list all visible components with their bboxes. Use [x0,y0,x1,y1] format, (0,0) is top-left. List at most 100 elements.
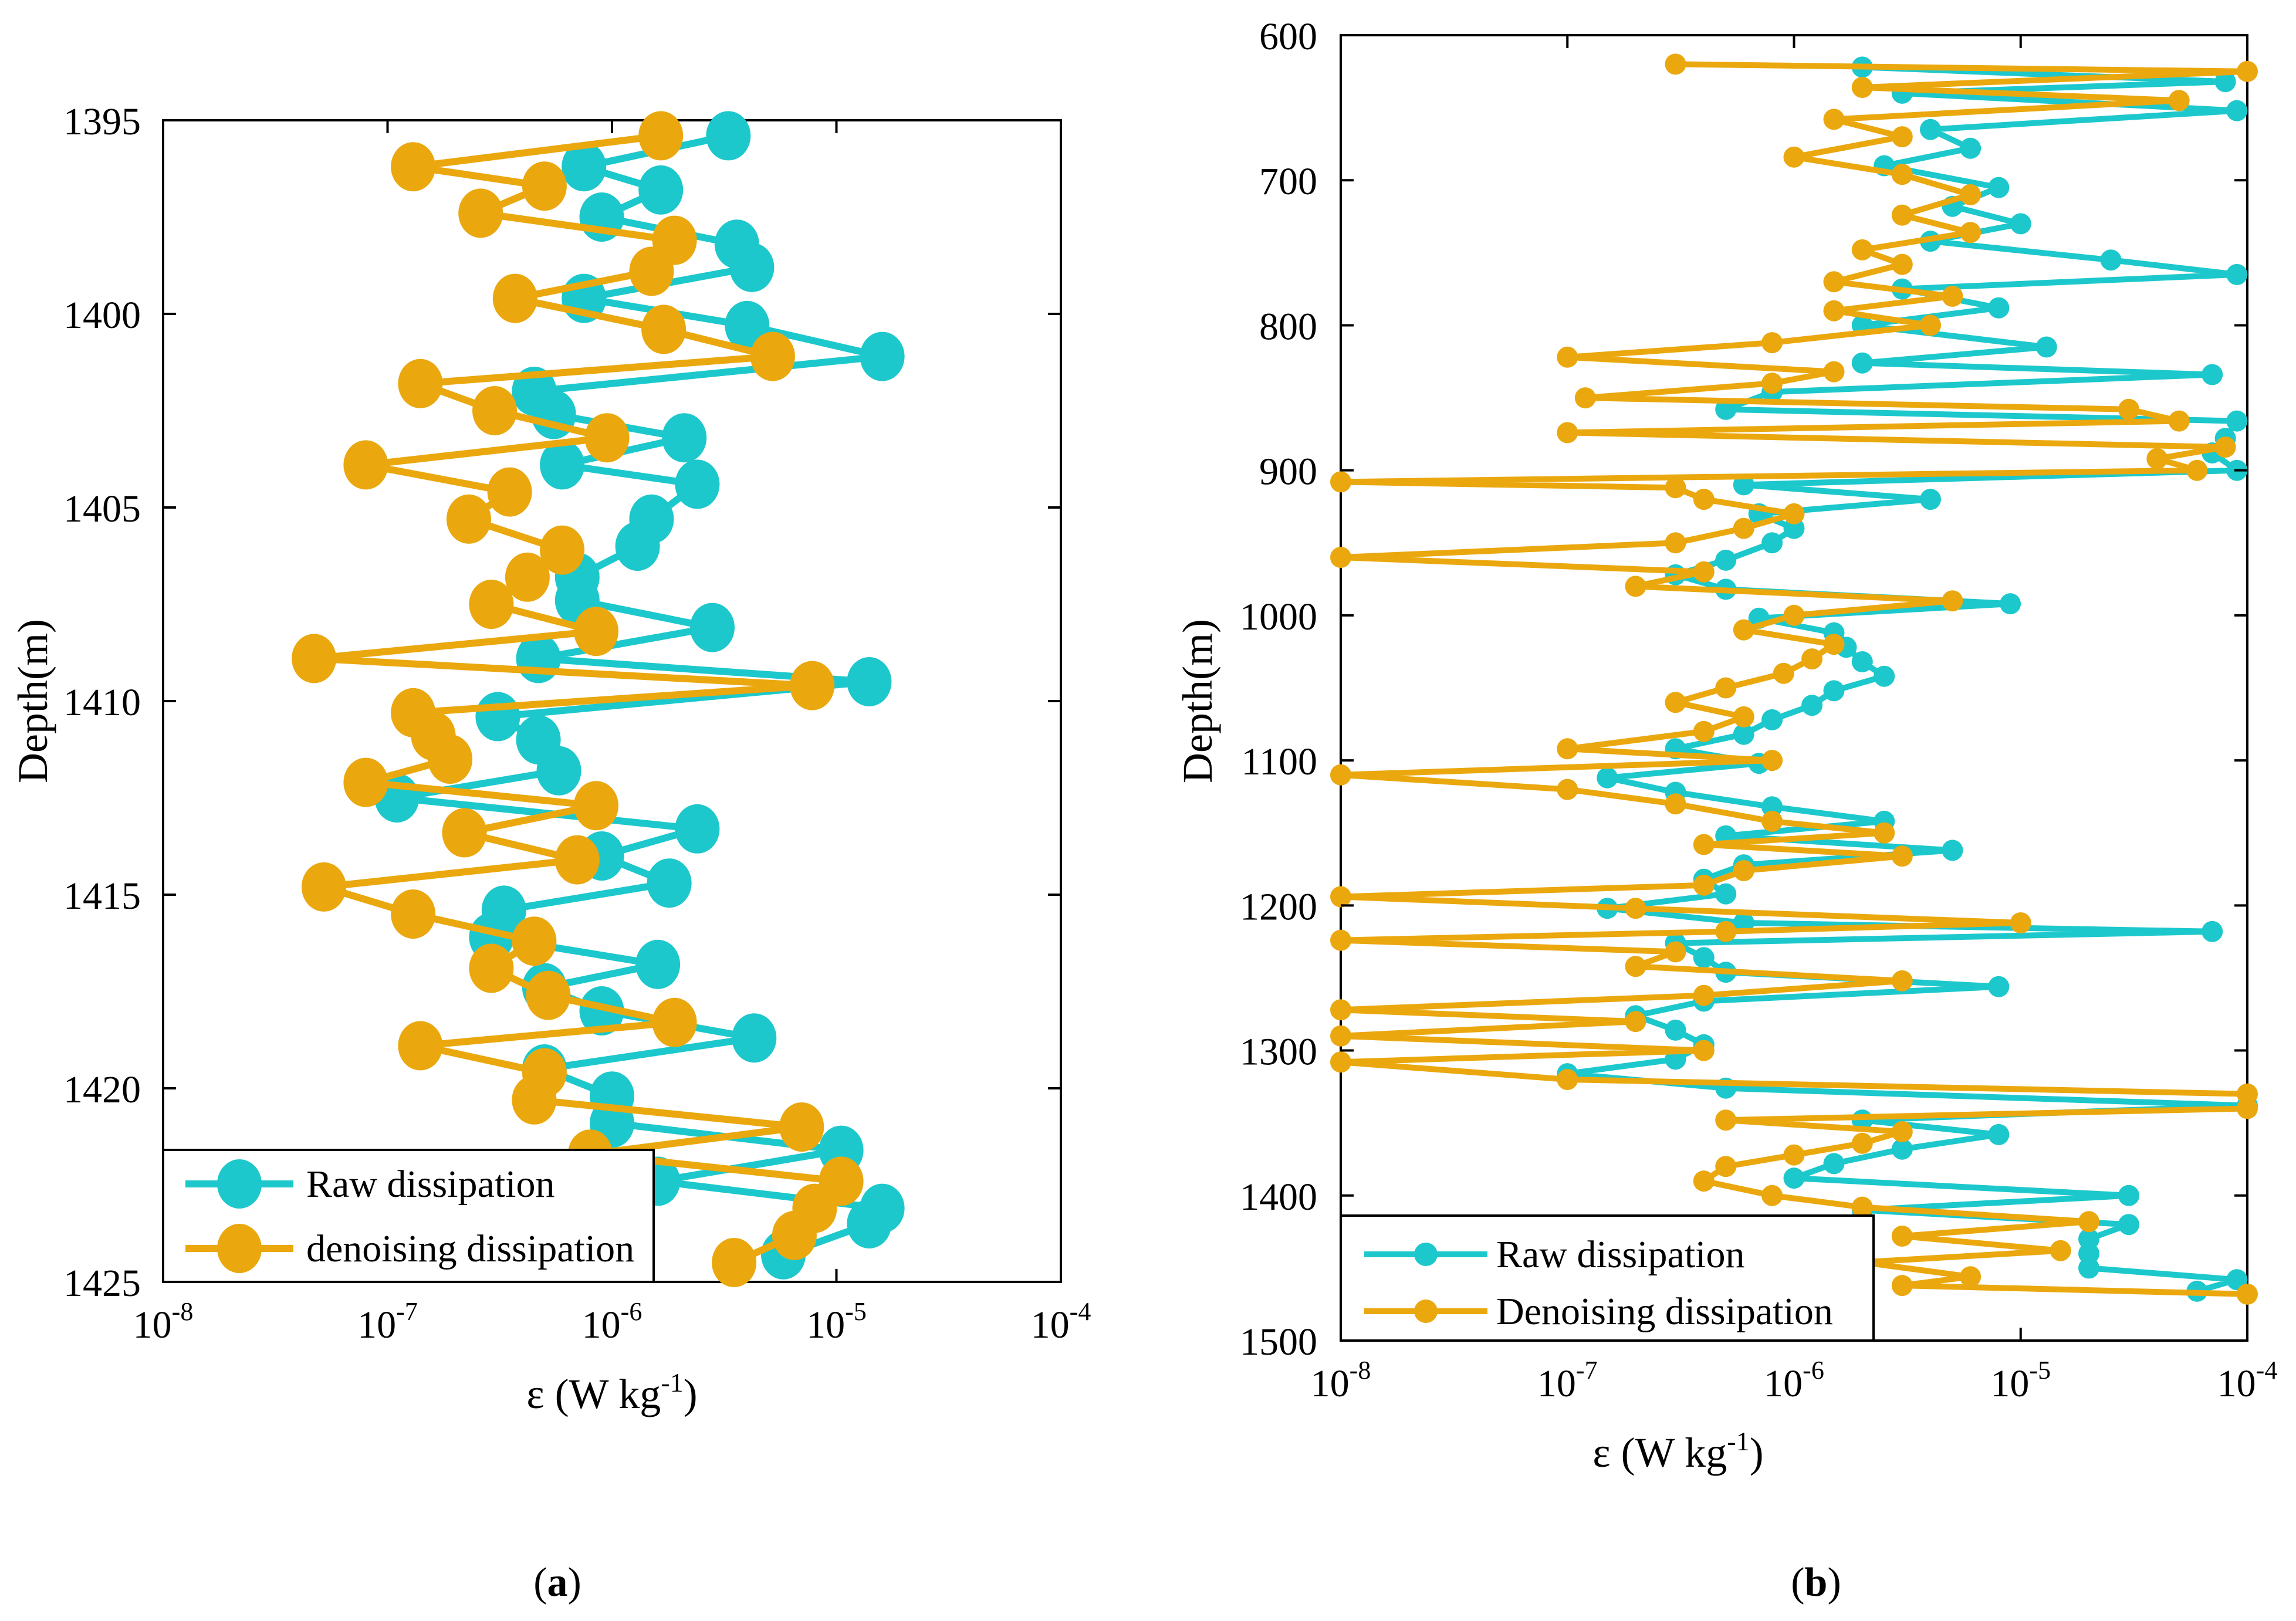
data-point-raw-40 [847,1199,892,1248]
x-tick-label: 10-4 [2217,1356,2278,1405]
data-point-raw-56 [2202,921,2223,942]
data-point-raw-21 [475,692,520,742]
data-point-denoised-3 [458,188,503,238]
caption-close: ) [1827,1560,1841,1605]
data-point-denoised-33 [652,997,697,1047]
legend-denoised-label: denoising dissipation [306,1227,634,1270]
data-point-raw-12 [2226,263,2248,285]
data-point-raw-73 [1783,1167,1805,1189]
data-point-denoised-20 [790,661,835,710]
data-point-denoised-19 [292,634,337,683]
x-tick-label: 10-4 [1031,1297,1091,1346]
data-point-denoised-14 [1942,286,1963,307]
data-point-raw-17 [1851,352,1873,374]
data-point-denoised-6 [492,273,537,323]
data-point-raw-9 [2010,213,2031,235]
data-point-denoised-39 [1733,619,1754,641]
legend-raw-label: Raw dissipation [306,1163,555,1206]
legend-denoised-label: Denoising dissipation [1496,1290,1833,1333]
x-label-prefix: ε (W kg [526,1370,661,1417]
series-denoised-line [1338,61,2250,1297]
legend-raw-marker [217,1159,262,1209]
data-point-raw-16 [2035,336,2057,358]
data-point-raw-4 [1920,119,1941,140]
data-point-raw-12 [540,440,585,490]
panel-b: 10-8 10-7 10-6 10-5 10-4 600 700 800 900 1000 1100… [1174,15,2277,1605]
data-point-denoised-78 [1783,1144,1805,1166]
data-point-denoised-30 [512,916,557,966]
data-point-denoised-10 [1960,222,1981,243]
data-point-denoised-52 [1761,810,1783,832]
data-point-denoised-33 [1665,532,1686,554]
data-point-denoised-80 [1693,1170,1715,1192]
data-point-denoised-4 [1823,109,1845,130]
data-point-denoised-29 [391,889,436,939]
data-point-denoised-75 [1715,1109,1737,1131]
x-label-suffix: ) [1750,1429,1764,1476]
data-point-denoised-43 [1715,677,1737,699]
data-point-denoised-32 [1733,517,1754,539]
data-point-denoised-46 [1693,720,1715,742]
data-point-raw-3 [2226,100,2248,121]
data-point-raw-74 [2118,1185,2139,1206]
data-point-denoised-71 [1330,1051,1351,1073]
data-point-denoised-41 [772,1210,817,1260]
data-point-denoised-16 [505,552,550,602]
data-point-denoised-64 [1625,956,1646,977]
x-tick-label: 10-7 [1537,1356,1598,1405]
data-point-raw-21 [2226,410,2248,432]
data-point-raw-78 [2078,1243,2099,1264]
data-point-denoised-85 [2050,1240,2071,1261]
data-point-denoised-29 [1665,477,1686,499]
y-tick-label: 1425 [63,1262,141,1305]
data-point-raw-47 [1761,796,1783,818]
data-point-denoised-28 [301,862,346,912]
data-point-denoised-1 [391,142,436,192]
data-point-raw-32 [579,986,624,1035]
data-point-raw-0 [706,111,751,161]
y-tick-label: 1405 [63,488,141,530]
y-tick-label: 600 [1259,15,1317,58]
data-point-denoised-41 [1801,648,1823,670]
data-point-denoised-12 [1891,253,1913,275]
data-point-denoised-60 [2010,912,2031,933]
data-point-denoised-16 [1920,314,1941,336]
data-point-denoised-31 [469,943,514,993]
data-point-denoised-11 [584,413,630,463]
panel-a-legend: Raw dissipation denoising dissipation [162,1149,655,1283]
panel-b-plot-area [1330,53,2258,1305]
data-point-denoised-54 [1693,834,1715,855]
data-point-denoised-69 [1330,1025,1351,1047]
data-point-denoised-66 [1693,984,1715,1006]
data-point-raw-14 [1988,297,2010,319]
data-point-raw-76 [2118,1214,2139,1236]
data-point-denoised-5 [629,246,674,296]
data-point-denoised-49 [1330,764,1351,786]
data-point-denoised-58 [1330,886,1351,908]
y-tick-label: 1200 [1240,885,1317,928]
data-point-raw-58 [1693,947,1715,969]
data-point-denoised-25 [574,781,618,831]
data-point-raw-13 [675,459,720,509]
data-point-raw-28 [1783,517,1805,539]
data-point-denoised-28 [1330,471,1351,493]
data-point-denoised-77 [1851,1132,1873,1154]
legend-raw-marker [1414,1243,1438,1266]
panel-a-y-axis-label: Depth(m) [9,619,56,783]
y-tick-label: 1100 [1241,740,1317,783]
data-point-raw-1 [2214,71,2236,93]
data-point-denoised-61 [1715,921,1737,942]
legend-denoised-marker [1414,1299,1438,1323]
data-point-denoised-3 [2168,90,2190,111]
y-tick-label: 1400 [63,294,141,337]
y-tick-label: 1300 [1240,1031,1317,1074]
data-point-denoised-84 [1891,1226,1913,1247]
y-tick-label: 700 [1259,160,1317,203]
data-point-denoised-82 [1851,1196,1873,1218]
data-point-raw-7 [1988,177,2010,198]
panel-b-caption: (b) [1791,1560,1841,1605]
data-point-denoised-10 [472,386,517,435]
panel-a-x-axis-label: ε (W kg-1) [526,1368,697,1417]
x-label-prefix: ε (W kg [1592,1429,1727,1476]
